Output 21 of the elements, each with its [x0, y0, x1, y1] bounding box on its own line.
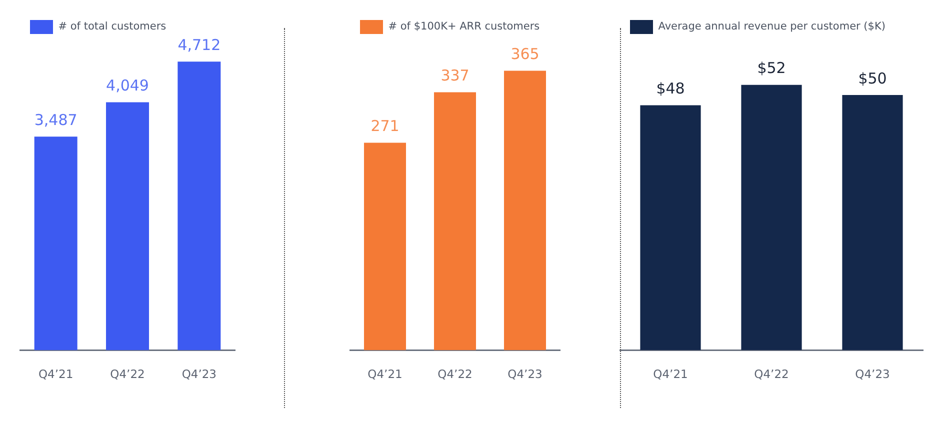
data-label: 4,712: [178, 36, 221, 54]
data-label: 4,049: [106, 76, 149, 95]
x-tick-label: Q4’21: [653, 367, 688, 382]
legend-label: # of total customers: [58, 20, 166, 33]
data-label: $50: [858, 69, 887, 88]
legend-label: Average annual revenue per customer ($K): [658, 20, 886, 33]
data-label: $52: [757, 59, 786, 78]
x-tick-label: Q4’23: [508, 367, 542, 382]
data-label: 365: [510, 45, 540, 64]
x-tick-label: Q4’23: [182, 367, 217, 382]
data-label: $48: [656, 80, 685, 98]
x-tick-label: Q4’22: [754, 367, 789, 382]
x-tick-label: Q4’21: [368, 367, 402, 382]
x-tick-label: Q4’23: [855, 367, 890, 382]
data-label: 337: [440, 66, 470, 85]
x-tick-label: Q4’22: [110, 367, 145, 382]
data-label: 3,487: [34, 111, 78, 130]
data-label: 271: [370, 117, 400, 136]
x-tick-label: Q4’22: [438, 367, 472, 382]
x-tick-label: Q4’21: [38, 367, 74, 382]
legend-label: # of $100K+ ARR customers: [388, 20, 540, 33]
